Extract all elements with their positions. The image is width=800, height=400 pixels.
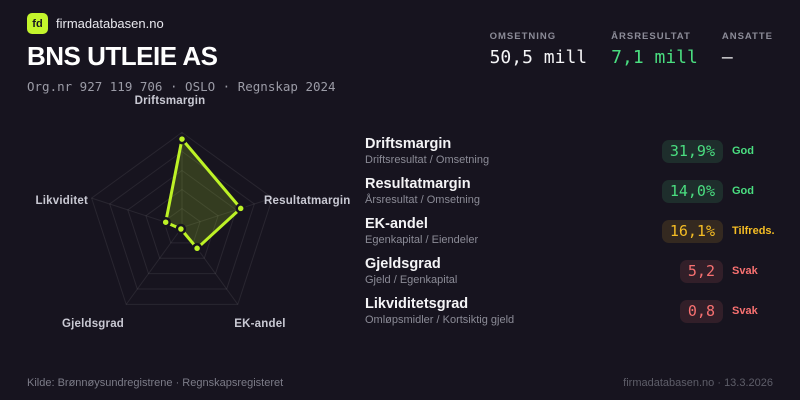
metric-rating: God [732, 185, 754, 197]
radar-axis-spoke [181, 197, 273, 228]
metric-rating: Svak [732, 265, 758, 277]
metric-title: Likviditetsgrad [365, 296, 469, 312]
metric-value-badge: 0,8 [679, 299, 723, 323]
metric-value-badge: 5,2 [679, 259, 723, 283]
source-text: Kilde: Brønnøysundregistrene · Regnskaps… [27, 377, 284, 389]
radar-data-point [176, 133, 188, 145]
metric-title: EK-andel [365, 216, 428, 232]
metric-value-badge: 31,9% [661, 139, 723, 163]
stat-value: 7,1 mill [611, 47, 698, 68]
metric-rating: Tilfreds. [732, 225, 775, 237]
stat-label: ÅRSRESULTAT [611, 31, 691, 42]
radar-grid-ring [109, 150, 255, 290]
footer: Kilde: Brønnøysundregistrene · Regnskaps… [27, 377, 773, 389]
radar-data-polygon [164, 137, 243, 250]
metric-title: Resultatmargin [365, 176, 471, 192]
stat-label: ANSATTE [721, 31, 773, 42]
radar-grid-ring [145, 188, 219, 259]
company-meta: Org.nr 927 119 706 · OSLO · Regnskap 202… [27, 79, 336, 94]
radar-axis-label-likviditet: Likviditet [36, 195, 88, 207]
metric-info: EK-andel Egenkapital / Eiendeler [365, 216, 662, 246]
stat-ansatte: ANSATTE – [722, 31, 773, 68]
header: fd firmadatabasen.no BNS UTLEIE AS Org.n… [27, 13, 773, 94]
radar-data-point [160, 216, 171, 228]
metric-row-likviditetsgrad: Likviditetsgrad Omløpsmidler / Kortsiktig… [365, 291, 778, 331]
metric-formula: Gjeld / Egenkapital [365, 274, 458, 286]
metric-rating: God [732, 145, 754, 157]
stat-value: – [721, 47, 733, 68]
site-date-text: firmadatabasen.no · 13.3.2026 [623, 377, 773, 389]
stat-omsetning: OMSETNING 50,5 mill [490, 31, 588, 68]
metric-rating: Svak [732, 305, 758, 317]
radar-grid-ring [91, 131, 273, 305]
radar-chart: Driftsmargin Resultatmargin EK-andel Gjelds… [36, 95, 351, 330]
radar-data-point [235, 203, 246, 214]
radar-axis-label-gjeldsgrad: Gjeldsgrad [62, 318, 124, 330]
radar-axis-label-resultatmargin: Resultatmargin [264, 195, 351, 207]
metric-formula: Omløpsmidler / Kortsiktig gjeld [365, 314, 515, 326]
radar-data-point [175, 223, 187, 235]
metric-formula: Egenkapital / Eiendeler [365, 234, 479, 246]
metric-info: Gjeldsgrad Gjeld / Egenkapital [365, 256, 680, 286]
metric-value-badge: 14,0% [661, 179, 723, 203]
brand-name: firmadatabasen.no [56, 16, 164, 31]
metric-row-resultatmargin: Resultatmargin Årsresultat / Omsetning 14,… [365, 171, 778, 211]
metric-formula: Årsresultat / Omsetning [365, 194, 480, 206]
metric-row-driftsmargin: Driftsmargin Driftsresultat / Omsetning 31… [365, 131, 778, 171]
radar-axis-label-ek-andel: EK-andel [234, 318, 285, 330]
metric-row-ek-andel: EK-andel Egenkapital / Eiendeler 16,1% Tilf… [365, 211, 778, 251]
radar-axis-spoke [125, 227, 183, 305]
metric-title: Driftsmargin [365, 136, 452, 152]
radar-data-point [191, 243, 203, 254]
stat-årsresultat: ÅRSRESULTAT 7,1 mill [611, 31, 698, 68]
radar-axis-label-driftsmargin: Driftsmargin [135, 95, 206, 107]
metric-row-gjeldsgrad: Gjeldsgrad Gjeld / Egenkapital 5,2 Svak [365, 251, 778, 291]
metric-info: Likviditetsgrad Omløpsmidler / Kortsiktig… [365, 296, 680, 326]
firmadatabasen-logo-icon: fd [27, 13, 48, 34]
metric-info: Driftsmargin Driftsresultat / Omsetning [365, 136, 662, 166]
metric-title: Gjeldsgrad [365, 256, 441, 272]
key-stats: OMSETNING 50,5 mill ÅRSRESULTAT 7,1 mill ANS… [490, 31, 773, 68]
metric-value-badge: 16,1% [661, 219, 723, 243]
stat-value: 50,5 mill [489, 47, 588, 68]
radar-grid-ring [127, 169, 237, 275]
company-name: BNS UTLEIE AS [27, 41, 218, 71]
brand-row: fd firmadatabasen.no [27, 13, 773, 34]
metrics-panel: Driftsmargin Driftsresultat / Omsetning 31… [365, 131, 778, 331]
stat-label: OMSETNING [489, 31, 557, 42]
metric-info: Resultatmargin Årsresultat / Omsetning [365, 176, 662, 206]
metric-formula: Driftsresultat / Omsetning [365, 154, 490, 166]
